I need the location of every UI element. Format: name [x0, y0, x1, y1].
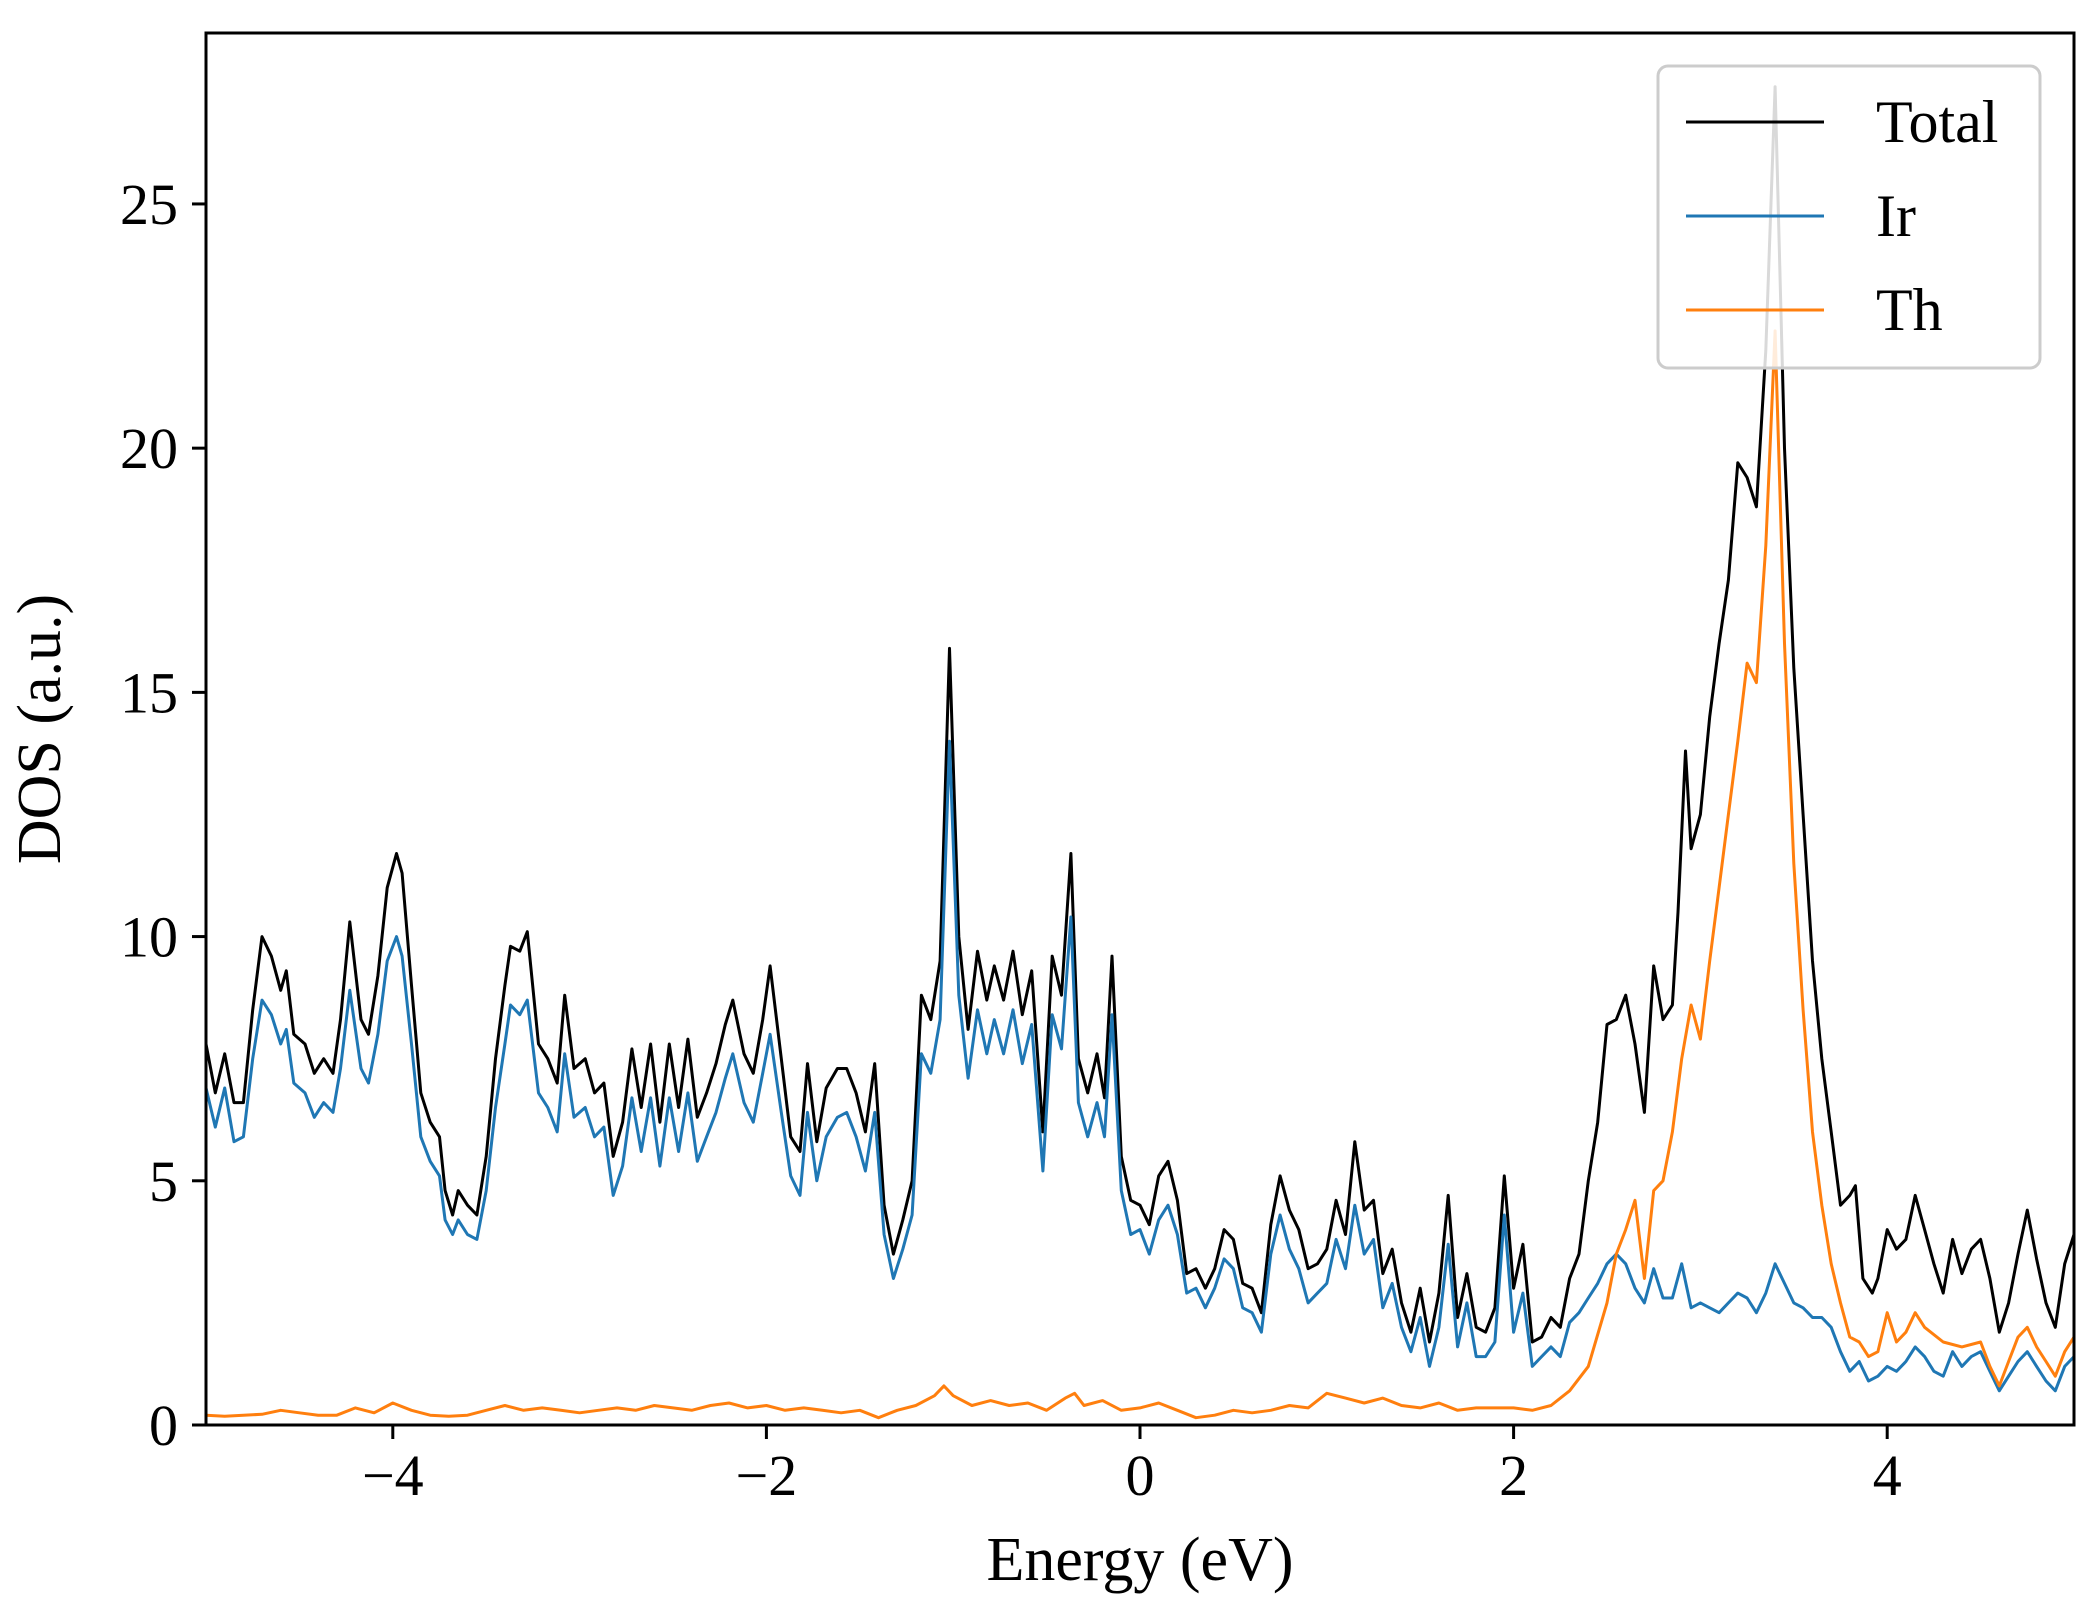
- plot-area: [206, 85, 2074, 1420]
- x-tick-label: −4: [362, 1443, 424, 1508]
- y-tick-label: 15: [120, 660, 178, 725]
- axis-ticks: −4 −2 0 2 4 0 5 10 15 20 25: [120, 172, 1902, 1508]
- x-tick-label: 0: [1126, 1443, 1155, 1508]
- legend-label-th: Th: [1876, 277, 1943, 343]
- legend-label-ir: Ir: [1876, 183, 1916, 249]
- x-axis-label: Energy (eV): [986, 1526, 1293, 1594]
- x-tick-label: −2: [736, 1443, 798, 1508]
- legend-box: [1656, 64, 2042, 370]
- y-tick-label: 0: [149, 1393, 178, 1458]
- series-line-th: [206, 329, 2074, 1420]
- series-line-total: [206, 85, 2074, 1344]
- y-tick-label: 5: [149, 1149, 178, 1214]
- y-tick-label: 10: [120, 905, 178, 970]
- x-tick-label: 4: [1873, 1443, 1902, 1508]
- y-tick-label: 25: [120, 172, 178, 237]
- y-axis-label: DOS (a.u.): [6, 594, 74, 864]
- series-line-ir: [206, 739, 2074, 1393]
- x-tick-label: 2: [1499, 1443, 1528, 1508]
- y-tick-label: 20: [120, 416, 178, 481]
- legend-label-total: Total: [1876, 89, 1998, 155]
- legend: Total Ir Th: [1656, 64, 2042, 370]
